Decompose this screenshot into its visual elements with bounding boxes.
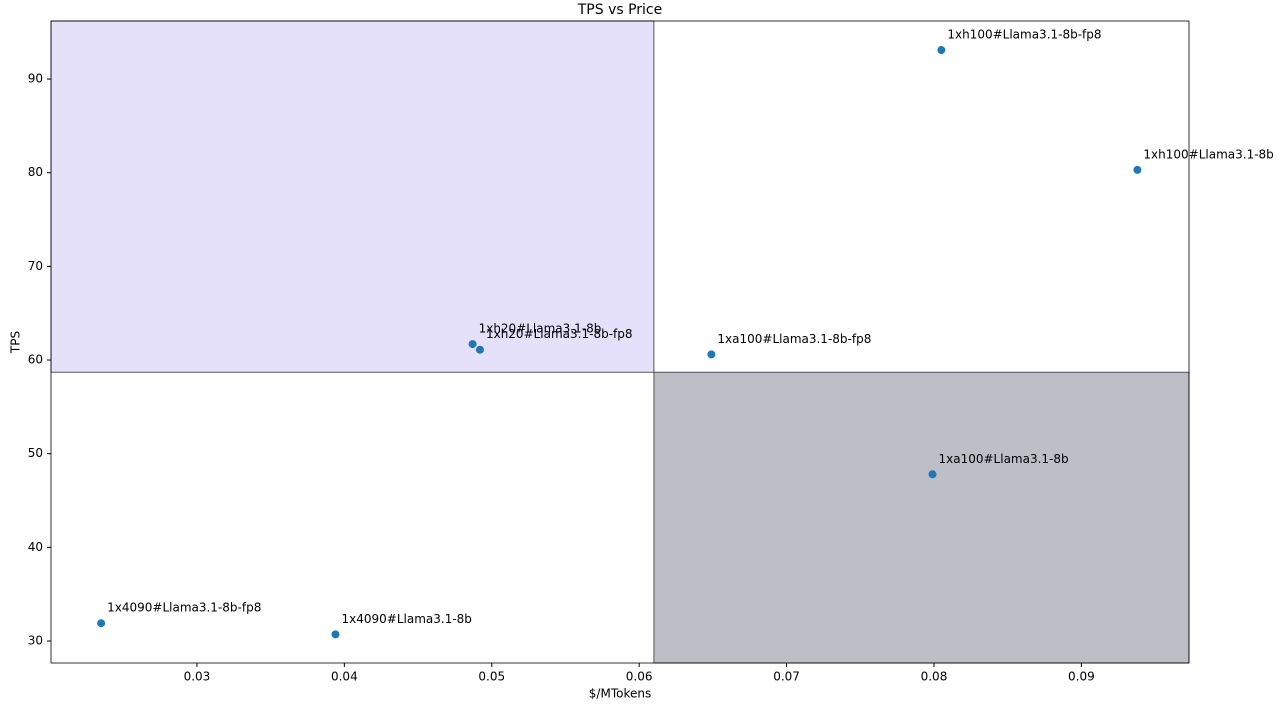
point-label: 1x4090#Llama3.1-8b	[342, 612, 472, 626]
point-label: 1xh100#Llama3.1-8b	[1143, 147, 1273, 161]
plot-frame	[50, 20, 1190, 664]
point-label: 1xh20#Llama3.1-8b-fp8	[486, 327, 633, 341]
y-tick-label: 70	[28, 259, 43, 273]
point	[97, 619, 106, 628]
point	[331, 630, 340, 639]
point	[928, 470, 937, 479]
y-tick-label: 40	[28, 540, 43, 554]
point	[475, 345, 484, 354]
point	[937, 46, 946, 55]
point-label: 1xa100#Llama3.1-8b	[939, 452, 1069, 466]
point	[468, 340, 477, 349]
y-tick-label: 60	[28, 353, 43, 367]
x-axis-label: $/MTokens	[589, 687, 651, 701]
x-tick-label: 0.03	[184, 670, 211, 684]
y-tick-label: 30	[28, 633, 43, 647]
point-label: 1xa100#Llama3.1-8b-fp8	[717, 332, 871, 346]
point-label: 1xh20#Llama3.1-8b	[479, 322, 602, 336]
x-tick-label: 0.06	[626, 670, 653, 684]
y-tick-label: 80	[28, 165, 43, 179]
y-axis-label: TPS	[9, 331, 23, 354]
point	[1133, 165, 1142, 174]
x-tick-label: 0.04	[331, 670, 358, 684]
x-tick-label: 0.05	[478, 670, 505, 684]
point-label: 1x4090#Llama3.1-8b-fp8	[107, 601, 261, 615]
region	[50, 20, 655, 373]
x-tick-label: 0.07	[773, 670, 800, 684]
point	[707, 350, 716, 359]
y-tick-label: 90	[28, 72, 43, 86]
chart-title: TPS vs Price	[577, 2, 663, 18]
region	[653, 371, 1190, 664]
point-label: 1xh100#Llama3.1-8b-fp8	[947, 28, 1101, 42]
x-tick-label: 0.09	[1068, 670, 1095, 684]
x-tick-label: 0.08	[921, 670, 948, 684]
y-tick-label: 50	[28, 446, 43, 460]
